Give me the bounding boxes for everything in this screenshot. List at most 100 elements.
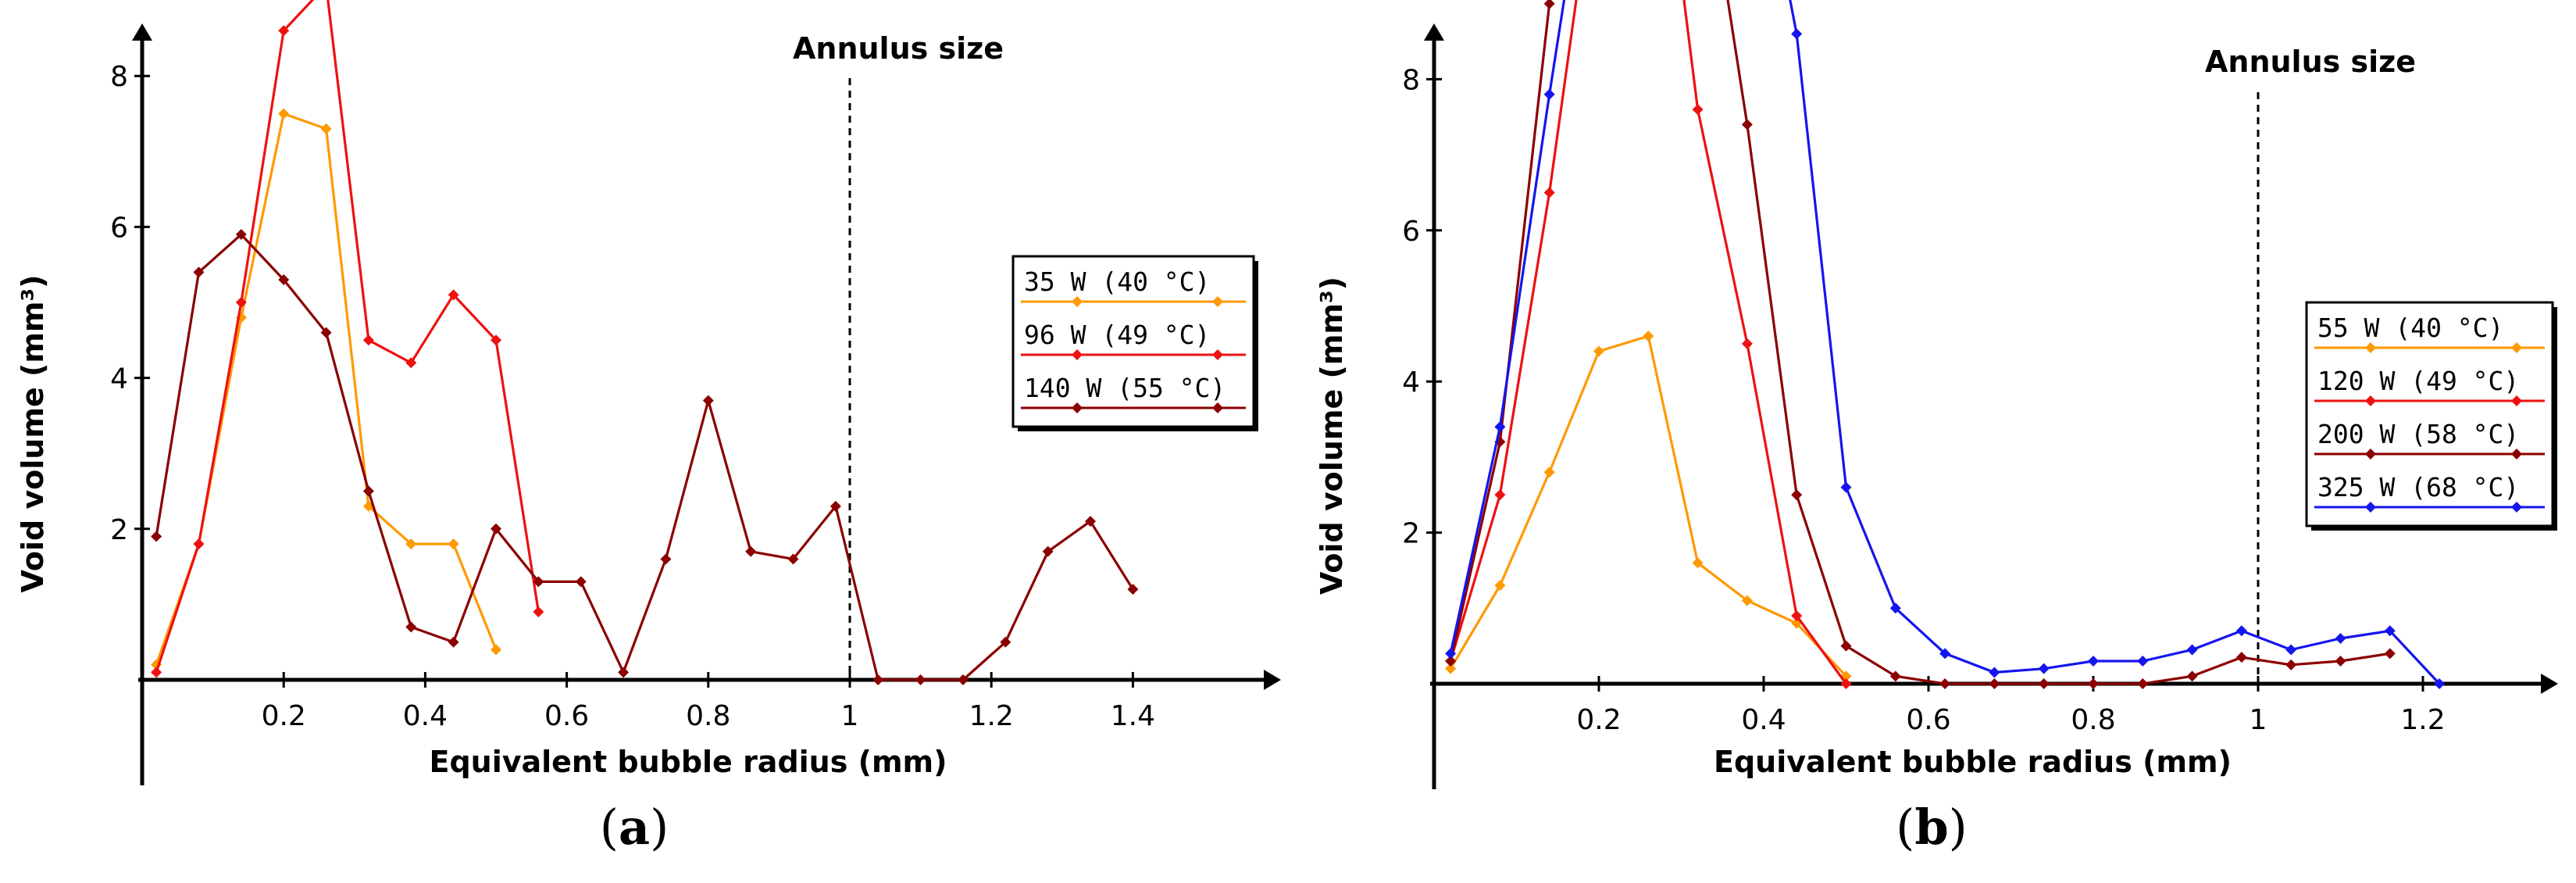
panel-a-series-3-point (957, 674, 969, 685)
chart-panel-a: 2468101214160.20.40.60.811.21.4Equivalen… (16, 0, 1281, 856)
panel-b-legend-marker-1 (2511, 342, 2522, 353)
panel-b-series-2-point (1543, 187, 1555, 198)
panel-b-series-3-point (1889, 670, 1901, 682)
panel-b-series-4-point (1889, 602, 1901, 614)
panel-b-series-1-point (1445, 663, 1457, 674)
panel-a-series-3-point (362, 485, 374, 497)
panel-a-series-3-point (872, 674, 884, 685)
panel-a-x-tick-label: 0.2 (262, 700, 306, 732)
panel-a-y-tick-label: 4 (110, 363, 128, 395)
panel-a-series-3-point (491, 523, 501, 534)
panel-a-x-axis-arrow-icon (1264, 670, 1281, 690)
panel-b-series-4-point (2384, 625, 2396, 637)
panel-a-series-1-point (320, 123, 332, 134)
panel-b-legend-marker-3 (2365, 449, 2376, 459)
panel-a-series-3-point (235, 229, 247, 241)
panel-a-series-3-point (278, 274, 290, 286)
panel-a-y-tick-label: 6 (110, 212, 128, 244)
panel-b-legend-marker-3 (2511, 449, 2522, 459)
panel-b-series-4-point (1939, 648, 1951, 660)
panel-a-series-2-point (235, 297, 247, 308)
panel-a-series-1-point (405, 538, 417, 550)
panel-b-legend-label-3: 200 W (58 °C) (2317, 419, 2519, 449)
panel-a-series-2-point (491, 334, 501, 346)
panel-b-series-4-point (1791, 28, 1803, 40)
panel-b-x-tick-label: 1 (2250, 704, 2267, 736)
panel-a-legend-marker-1 (1212, 296, 1223, 307)
panel-a-series-3-point (405, 621, 417, 633)
panel-b-series-4-point (1445, 648, 1457, 660)
panel-a-series-3-point (1000, 636, 1011, 648)
panel-b-legend-label-1: 55 W (40 °C) (2317, 313, 2503, 343)
panel-b-series-line-4 (1449, 0, 2441, 685)
panel-a-series-2-point (278, 25, 290, 37)
panel-b-series-4-point (2038, 663, 2050, 674)
panel-a-legend-label-1: 35 W (40 °C) (1024, 266, 1210, 297)
panel-a-y-axis-arrow-icon (132, 23, 152, 41)
panel-a-x-tick-label: 1.2 (969, 700, 1014, 732)
panel-b-y-tick-label: 6 (1402, 216, 1420, 248)
panel-b-series-3-point (1939, 678, 1951, 689)
panel-b-y-tick-label: 2 (1402, 518, 1420, 550)
panel-b-x-tick-label: 0.2 (1576, 704, 1621, 736)
panel-b-series-4-point (1840, 481, 1852, 493)
panel-b-series-3-point (1543, 0, 1555, 9)
panel-a-series-line-2 (155, 0, 540, 673)
panel-a-legend-marker-1 (1072, 296, 1083, 307)
panel-b-series-3-point (2186, 670, 2198, 682)
panel-a-legend (1011, 255, 1255, 428)
panel-b-series-1-point (1593, 345, 1604, 357)
panel-b-series-3-point (1741, 119, 1753, 130)
panel-b-series-4-point (1494, 421, 1506, 433)
panel-b-series-2-point (1791, 610, 1803, 621)
panel-a-series-3-point (618, 667, 630, 678)
panel-b-legend-marker-4 (2365, 502, 2376, 513)
panel-a-series-3-point (1042, 545, 1054, 557)
panel-b-series-4-point (2235, 625, 2247, 637)
panel-b-series-3-point (2038, 678, 2050, 689)
panel-b-legend-label-2: 120 W (49 °C) (2317, 366, 2519, 396)
panel-b-series-2-point (1741, 338, 1753, 349)
panel-b-annulus-label: Annulus size (2205, 45, 2416, 79)
panel-a-y-axis-label: Void volume (mm³) (16, 274, 50, 592)
panel-b-y-axis-label: Void volume (mm³) (1315, 277, 1349, 595)
panel-b-series-3-point (2285, 659, 2297, 670)
panel-b-series-3-point (2335, 655, 2346, 667)
panel-b-series-3-point (1445, 655, 1457, 667)
panel-a-annulus-label: Annulus size (793, 31, 1004, 66)
panel-b-series-4-point (1989, 667, 2000, 678)
panel-a-legend-marker-2 (1212, 349, 1223, 360)
panel-a-series-3-point (915, 674, 926, 685)
panel-b-series-4-point (2285, 644, 2297, 656)
panel-b-series-4-point (2434, 678, 2446, 689)
panel-a-x-tick-label: 0.8 (686, 700, 730, 732)
panel-a-series-3-point (533, 576, 544, 588)
panel-b-x-tick-label: 0.8 (2071, 704, 2115, 736)
panel-a-series-1-point (491, 644, 501, 656)
panel-a-legend-label-2: 96 W (49 °C) (1024, 320, 1210, 350)
panel-a-series-3-point (830, 500, 841, 512)
panel-b-series-4-point (2088, 655, 2099, 667)
panel-a-y-tick-label: 8 (110, 61, 128, 93)
panel-b-y-tick-label: 8 (1402, 64, 1420, 96)
panel-a-legend-marker-2 (1072, 349, 1083, 360)
panel-a-panel-label: (a) (600, 799, 669, 856)
panel-a-x-tick-label: 1.4 (1111, 700, 1155, 732)
panel-b-series-line-3 (1449, 0, 2391, 685)
panel-a-x-tick-label: 0.4 (403, 700, 448, 732)
panel-a-series-3-point (151, 531, 162, 542)
panel-a-series-2-point (193, 538, 205, 550)
panel-a-series-line-3 (155, 233, 1134, 681)
panel-b-legend-marker-4 (2511, 502, 2522, 513)
panel-b-series-1-point (1692, 557, 1704, 569)
panel-b-series-3-point (2137, 678, 2149, 689)
panel-a-legend-label-3: 140 W (55 °C) (1024, 373, 1226, 403)
panel-b-series-1-point (1643, 331, 1654, 342)
panel-b-legend-marker-1 (2365, 342, 2376, 353)
panel-b-series-4-point (2335, 632, 2346, 644)
panel-a-legend-marker-3 (1072, 402, 1083, 413)
panel-a-series-3-point (1127, 584, 1139, 595)
panel-b-legend-label-4: 325 W (68 °C) (2317, 472, 2519, 502)
